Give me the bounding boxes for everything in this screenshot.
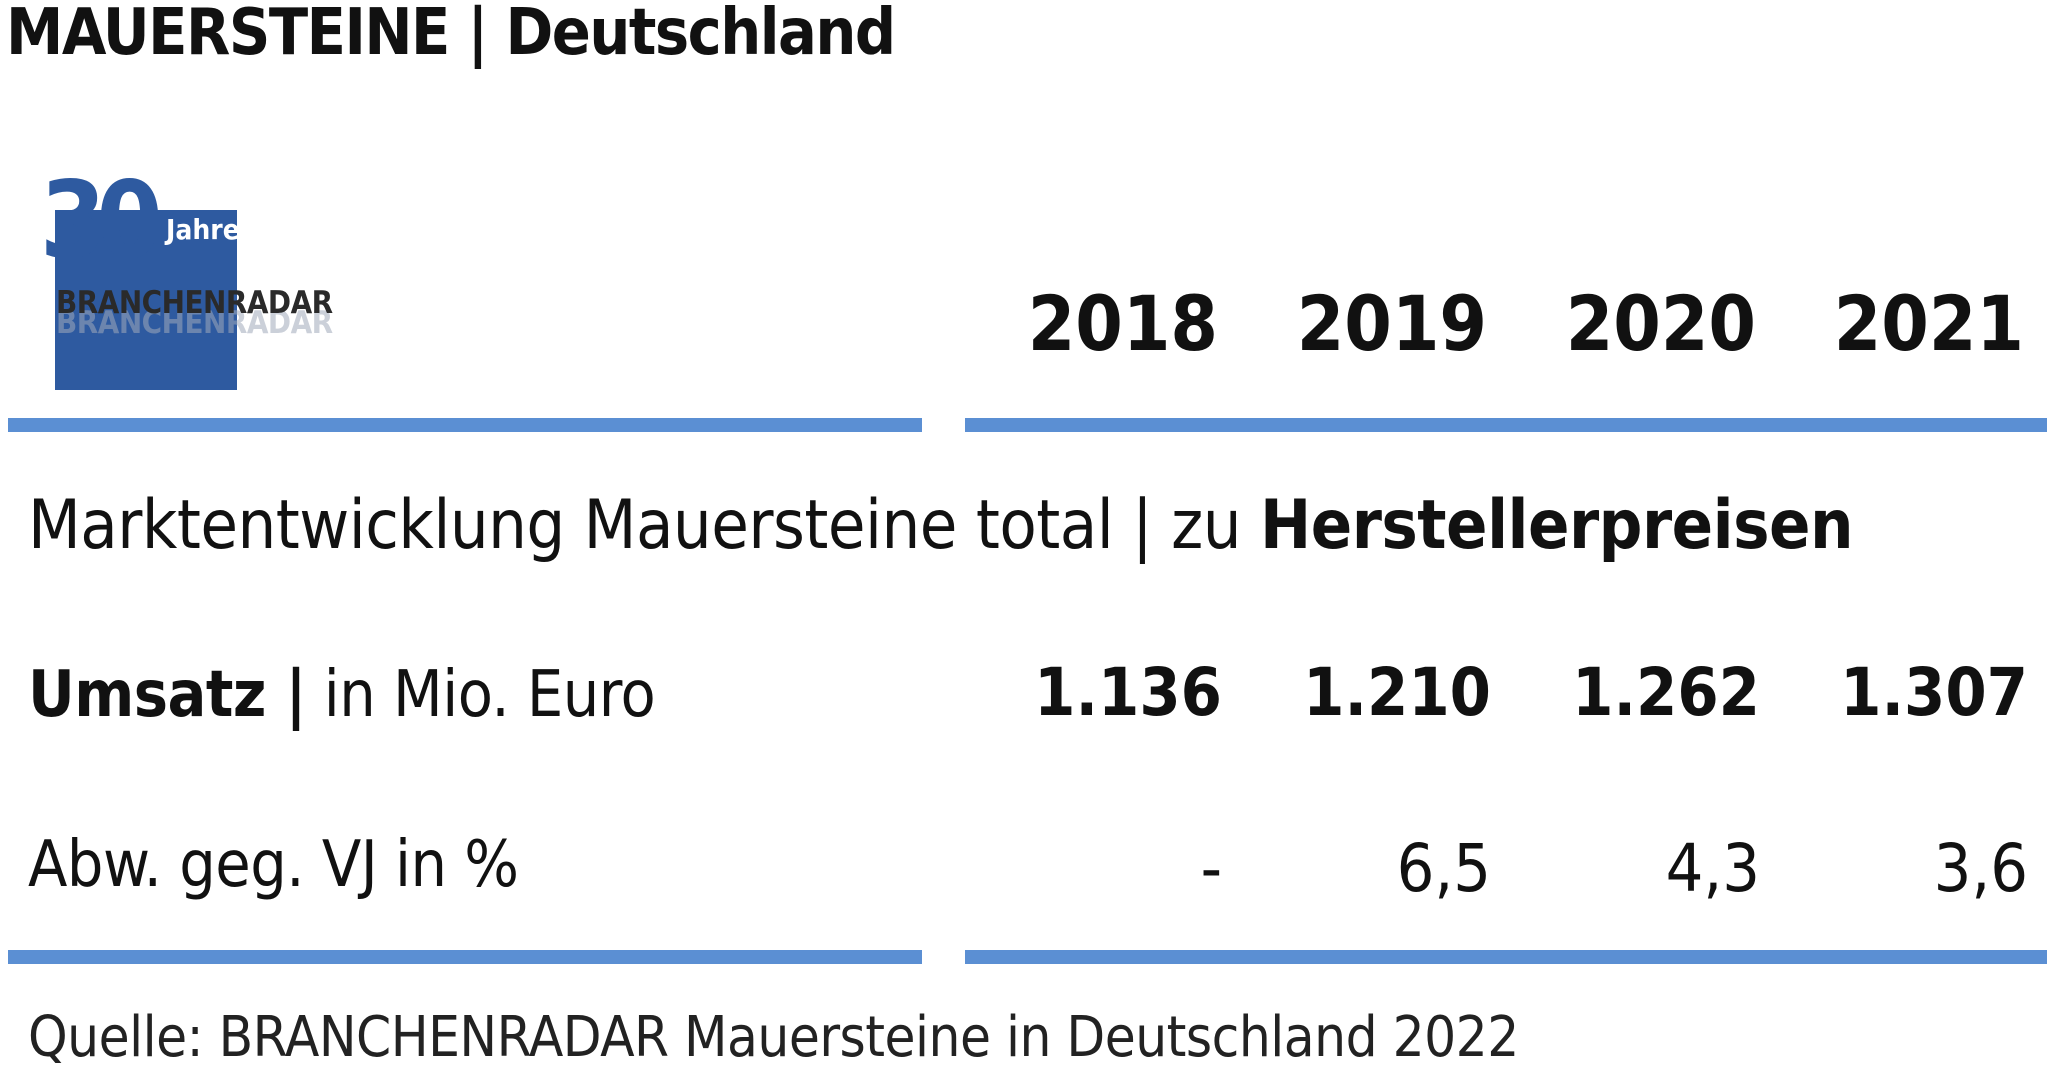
logo-brand-reflection: BRANCHENRADAR — [56, 305, 333, 341]
top-rule-left — [8, 418, 922, 432]
year-header-2018: 2018 — [1027, 279, 1218, 368]
row-label-abweichung-text: Abw. geg. VJ in % — [28, 828, 519, 902]
row-label-umsatz-unit: in Mio. Euro — [305, 658, 656, 732]
value-abweichung-2018: - — [1200, 830, 1222, 907]
year-header-2019: 2019 — [1296, 279, 1487, 368]
value-umsatz-2019: 1.210 — [1303, 654, 1491, 731]
value-umsatz-2018: 1.136 — [1034, 654, 1222, 731]
value-abweichung-2021: 3,6 — [1933, 830, 2028, 907]
row-label-umsatz-bold: Umsatz | — [28, 658, 306, 732]
logo-brand: BRANCHENRADAR — [56, 285, 333, 321]
source-note: Quelle: BRANCHENRADAR Mauersteine in Deu… — [28, 1005, 1519, 1070]
logo-box — [55, 210, 237, 390]
page-title: MAUERSTEINE | Deutschland — [6, 0, 896, 70]
logo-number: 30 — [40, 159, 163, 282]
value-umsatz-2020: 1.262 — [1572, 654, 1760, 731]
year-header-2020: 2020 — [1565, 279, 1756, 368]
value-umsatz-2021: 1.307 — [1840, 654, 2028, 731]
value-abweichung-2020: 4,3 — [1665, 830, 1760, 907]
bottom-rule-right — [965, 950, 2047, 964]
table-subtitle: Marktentwicklung Mauersteine total | zu … — [28, 486, 1854, 565]
logo-jahre: Jahre — [166, 213, 240, 246]
value-abweichung-2019: 6,5 — [1396, 830, 1491, 907]
year-header-2021: 2021 — [1833, 279, 2024, 368]
subtitle-emphasis: Herstellerpreisen — [1260, 486, 1854, 565]
row-label-umsatz: Umsatz | in Mio. Euro — [28, 658, 656, 732]
bottom-rule-left — [8, 950, 922, 964]
top-rule-right — [965, 418, 2047, 432]
row-label-abweichung: Abw. geg. VJ in % — [28, 828, 519, 902]
subtitle-prefix: Marktentwicklung Mauersteine total | zu — [28, 486, 1260, 565]
branchenradar-logo: 30 Jahre BRANCHENRADAR BRANCHENRADAR — [26, 168, 366, 398]
